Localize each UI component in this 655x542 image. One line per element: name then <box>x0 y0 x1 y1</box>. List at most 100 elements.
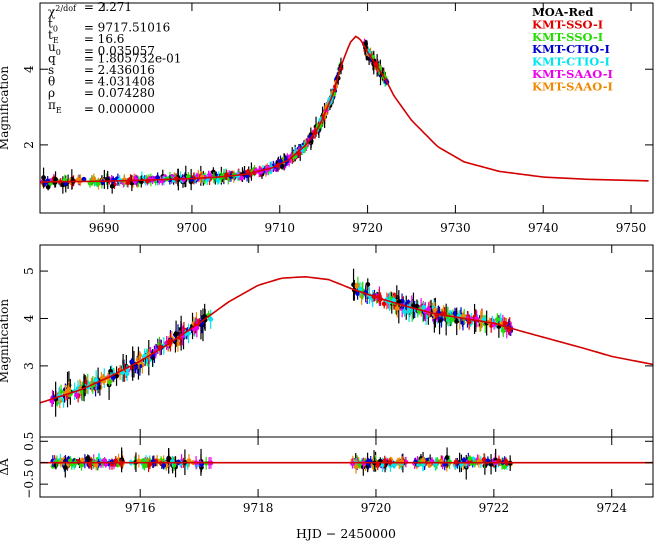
middle-point <box>432 307 438 313</box>
residual-point <box>79 462 84 468</box>
middle-point <box>502 321 508 326</box>
frame-layer <box>39 2 654 498</box>
middle-point <box>65 388 71 394</box>
residual-point <box>62 465 68 470</box>
x-axis-label: HJD − 2450000 <box>296 526 396 541</box>
x-tick-label: 9718 <box>243 501 274 515</box>
middle-point <box>175 341 181 347</box>
middle-point <box>129 359 135 365</box>
fit-param: θ = 4.031408 <box>48 75 155 89</box>
middle-point <box>426 306 432 312</box>
middle-panel-frame <box>39 244 654 438</box>
y-tick-label: 0.5 <box>22 432 36 451</box>
middle-point <box>402 309 407 315</box>
residual-point <box>93 462 99 468</box>
top-point <box>109 183 115 189</box>
residual-point <box>481 457 487 462</box>
residual-point <box>357 462 363 468</box>
x-tick-label: 9716 <box>125 501 156 515</box>
x-tick-label: 9750 <box>616 221 647 235</box>
residual-point <box>467 456 473 461</box>
fit-param: ρ = 0.074280 <box>48 86 155 100</box>
middle-point <box>357 286 363 292</box>
y-axis-label: ΔA <box>0 458 11 476</box>
top-point <box>125 180 131 186</box>
residual-point <box>53 462 59 468</box>
residual-point <box>186 458 192 464</box>
middle-point <box>124 371 130 377</box>
residual-point <box>392 462 398 468</box>
fit-param: tE = 16.6 <box>48 28 124 46</box>
residual-point <box>375 462 381 468</box>
middle-point <box>494 317 500 322</box>
middle-point <box>93 377 99 383</box>
legend-entry: KMT-SSO-I <box>532 30 603 44</box>
top-panel-frame <box>39 2 654 214</box>
y-axis-label: Magnification <box>0 299 11 383</box>
x-tick-label: 9740 <box>528 221 559 235</box>
x-tick-label: 9690 <box>89 221 120 235</box>
y-tick-label: 4 <box>22 314 36 322</box>
residual-panel-frame <box>39 436 654 498</box>
y-tick-label: 5 <box>22 267 36 275</box>
middle-point <box>454 318 460 324</box>
top-point <box>215 177 221 183</box>
y-tick-label: 0 <box>22 459 36 467</box>
top-point <box>41 175 46 180</box>
top-point <box>155 175 161 180</box>
middle-point <box>194 325 200 331</box>
middle-point <box>449 317 454 323</box>
middle-point <box>466 319 472 325</box>
middle-point <box>355 291 360 296</box>
top-point <box>91 176 97 182</box>
x-tick-label: 9724 <box>596 501 627 515</box>
y-tick-label: 4 <box>22 65 36 73</box>
y-tick-label: 3 <box>22 362 36 370</box>
middle-point <box>381 301 387 307</box>
fit-param: t0 = 9717.51016 <box>48 17 170 35</box>
legend-entry: KMT-CTIO-I <box>532 55 610 69</box>
middle-point <box>396 299 402 305</box>
fit-param: s = 2.436016 <box>48 63 155 77</box>
residual-point <box>142 463 147 469</box>
top-point <box>81 176 87 182</box>
residual-point <box>461 457 467 463</box>
x-tick-label: 9720 <box>352 221 383 235</box>
top-point <box>239 175 244 181</box>
legend-entry: KMT-CTIO-I <box>532 42 610 56</box>
y-axis-label: Magnification <box>0 66 11 150</box>
middle-point <box>411 303 416 309</box>
y-tick-label: 2 <box>22 141 36 149</box>
residual-point <box>353 464 359 470</box>
residual-point <box>380 462 385 468</box>
residual-point <box>420 457 426 463</box>
fit-param: u0 = 0.035057 <box>48 40 155 58</box>
top-model-curve <box>42 35 649 183</box>
residual-point <box>102 458 108 464</box>
residual-point <box>502 464 507 470</box>
top-point <box>45 184 51 190</box>
x-tick-label: 9700 <box>177 221 208 235</box>
middle-point <box>421 304 427 310</box>
legend-entry: KMT-SAAO-I <box>532 79 613 93</box>
middle-point <box>74 392 79 398</box>
legend-entry: KMT-SAAO-I <box>532 67 613 81</box>
residual-point <box>80 457 85 463</box>
fit-param: q = 1.805732e-01 <box>48 51 181 65</box>
middle-point <box>500 328 506 333</box>
middle-model-curve <box>39 276 654 404</box>
middle-point <box>354 283 360 289</box>
fit-param: χ2/dof = 2.271 <box>48 0 132 19</box>
y-tick-label: −0.5 <box>22 470 36 499</box>
middle-point <box>208 316 214 322</box>
residual-point <box>161 463 167 468</box>
x-tick-label: 9730 <box>440 221 471 235</box>
fit-param: πE = 0.000000 <box>48 98 155 116</box>
model-layer <box>39 35 654 464</box>
x-tick-label: 9722 <box>479 501 510 515</box>
residual-point <box>444 455 450 460</box>
x-tick-label: 9720 <box>361 501 392 515</box>
middle-point <box>173 331 179 337</box>
